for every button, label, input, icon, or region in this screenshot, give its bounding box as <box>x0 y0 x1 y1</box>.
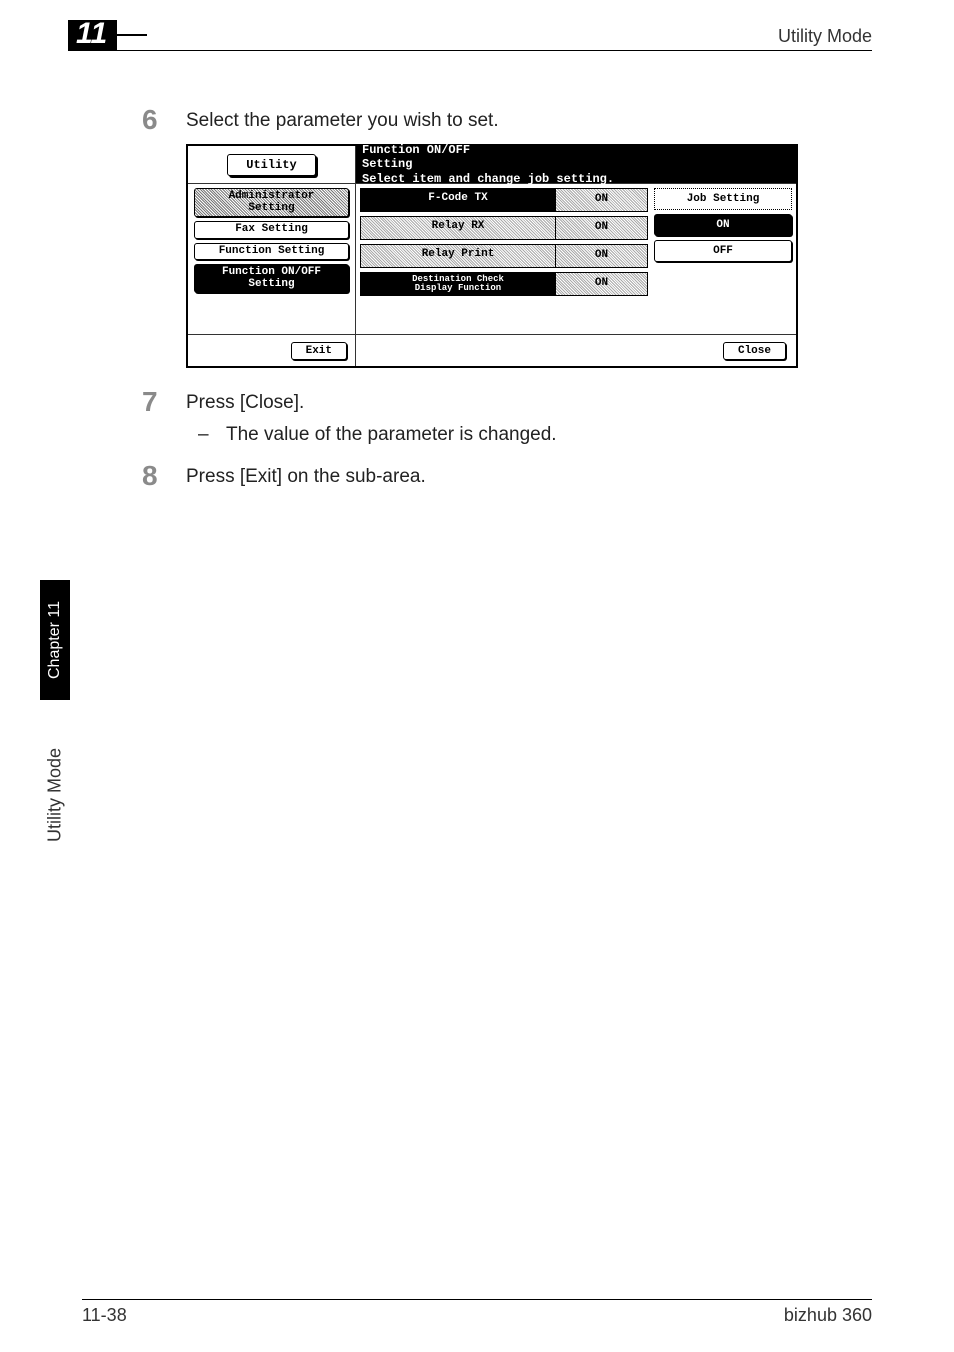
off-button[interactable]: OFF <box>654 240 792 262</box>
step-8-text: Press [Exit] on the sub-area. <box>186 462 426 488</box>
page-number: 11-38 <box>82 1305 127 1326</box>
side-mode-label: Utility Mode <box>40 720 70 870</box>
lcd-screenshot: Utility Function ON/OFF Setting Select i… <box>186 144 798 368</box>
header-rule <box>68 50 872 51</box>
step-8: 8 Press [Exit] on the sub-area. <box>142 462 872 490</box>
dest-check-value: ON <box>556 272 648 296</box>
header-title: Utility Mode <box>778 26 872 47</box>
dest-check-label[interactable]: Destination Check Display Function <box>360 272 556 296</box>
close-button[interactable]: Close <box>723 342 786 360</box>
side-chapter-tab: Chapter 11 <box>40 580 70 700</box>
relay-rx-value: ON <box>556 216 648 240</box>
product-name: bizhub 360 <box>784 1305 872 1326</box>
function-onoff-button[interactable]: Function ON/OFF Setting <box>194 264 349 293</box>
relay-print-value: ON <box>556 244 648 268</box>
admin-setting-button[interactable]: Administrator Setting <box>194 188 349 217</box>
step-6: 6 Select the parameter you wish to set. <box>142 106 872 134</box>
step-7-number: 7 <box>142 388 186 416</box>
fax-setting-button[interactable]: Fax Setting <box>194 221 349 239</box>
step-7-sub-text: The value of the parameter is changed. <box>226 424 557 446</box>
step-7: 7 Press [Close]. <box>142 388 872 416</box>
job-setting-label: Job Setting <box>654 188 792 210</box>
step-7-sub: – The value of the parameter is changed. <box>198 424 872 446</box>
function-setting-button[interactable]: Function Setting <box>194 243 349 261</box>
relay-print-label[interactable]: Relay Print <box>360 244 556 268</box>
fcode-tx-value: ON <box>556 188 648 212</box>
lcd-title-line1: Function ON/OFF <box>362 143 470 157</box>
relay-rx-label[interactable]: Relay RX <box>360 216 556 240</box>
footer-rule <box>82 1299 872 1300</box>
lcd-title-line1b: Setting <box>362 157 412 171</box>
step-6-number: 6 <box>142 106 186 134</box>
fcode-tx-label[interactable]: F-Code TX <box>360 188 556 212</box>
chapter-number-tab: 11 <box>68 20 117 50</box>
step-8-number: 8 <box>142 462 186 490</box>
utility-tab[interactable]: Utility <box>227 154 315 176</box>
on-button[interactable]: ON <box>654 214 792 236</box>
exit-button[interactable]: Exit <box>291 342 347 360</box>
step-6-text: Select the parameter you wish to set. <box>186 106 499 132</box>
step-7-text: Press [Close]. <box>186 388 304 414</box>
